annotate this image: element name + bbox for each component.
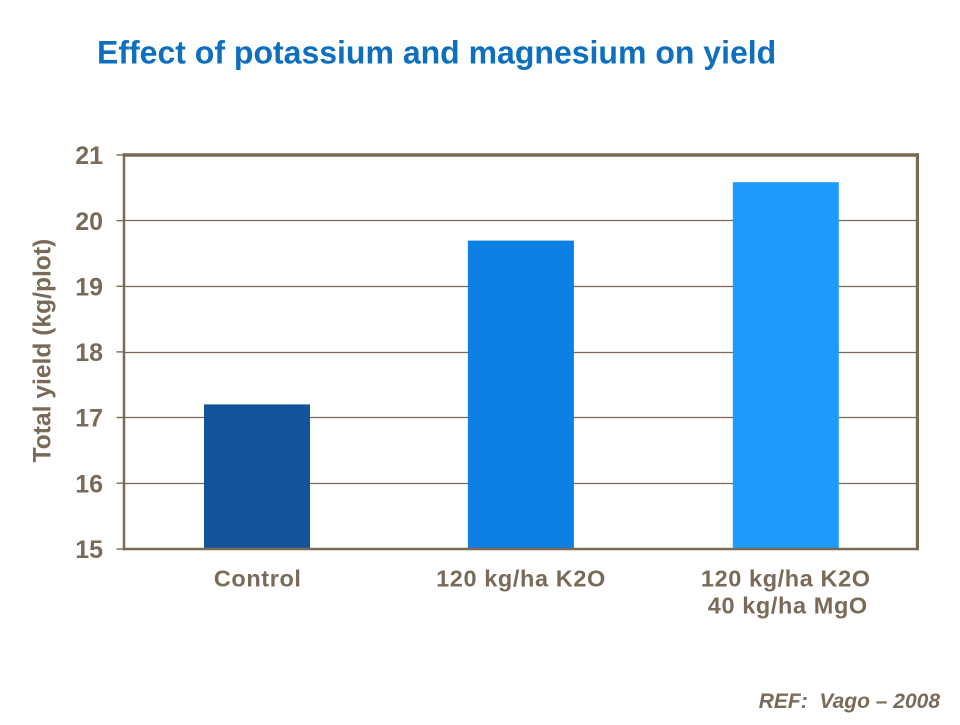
svg-text:40 kg/ha MgO: 40 kg/ha MgO xyxy=(708,593,868,619)
svg-text:120 kg/ha K2O: 120 kg/ha K2O xyxy=(436,565,606,591)
svg-text:18: 18 xyxy=(75,339,103,367)
svg-text:Total yield (kg/plot): Total yield (kg/plot) xyxy=(30,239,57,463)
svg-text:120 kg/ha K2O: 120 kg/ha K2O xyxy=(701,565,871,591)
svg-text:20: 20 xyxy=(75,208,103,236)
svg-text:Effect of potassium and magnes: Effect of potassium and magnesium on yie… xyxy=(97,35,776,71)
svg-text:17: 17 xyxy=(75,405,103,433)
svg-text:Control: Control xyxy=(214,565,302,591)
svg-text:REF: Vago – 2008: REF: Vago – 2008 xyxy=(759,690,941,713)
svg-text:21: 21 xyxy=(75,142,103,170)
svg-text:16: 16 xyxy=(75,470,103,498)
svg-text:15: 15 xyxy=(75,536,103,564)
svg-text:19: 19 xyxy=(75,274,103,302)
